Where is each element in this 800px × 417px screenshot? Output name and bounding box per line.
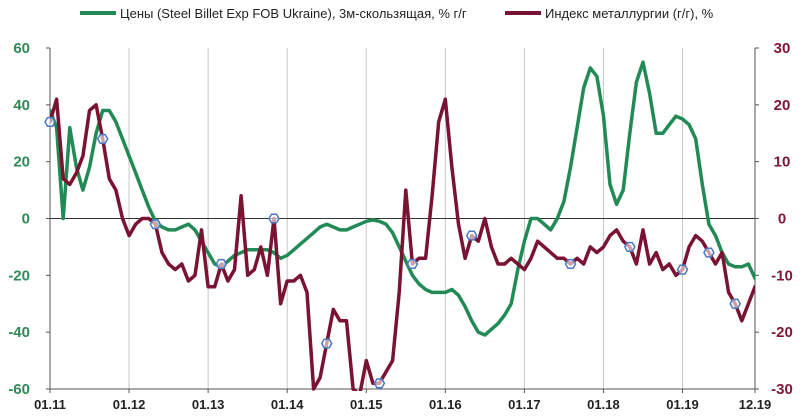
- left-tick-label: 40: [13, 97, 30, 114]
- right-tick-label: 0: [778, 211, 786, 228]
- right-tick-label: -30: [771, 381, 793, 398]
- left-tick-label: 60: [13, 40, 30, 57]
- right-tick-label: 10: [774, 154, 791, 171]
- x-tick-label: 01.15: [350, 397, 383, 412]
- data-point-marker: [96, 133, 109, 145]
- data-point-marker: [465, 230, 478, 241]
- data-point-marker: [373, 378, 386, 389]
- x-tick-label: 01.11: [34, 397, 66, 412]
- data-point-marker: [623, 241, 636, 252]
- left-tick-label: -20: [8, 267, 30, 284]
- data-point-marker: [215, 258, 228, 270]
- x-tick-label: 01.12: [113, 397, 146, 412]
- data-point-marker: [320, 338, 333, 349]
- left-tick-label: 20: [13, 154, 30, 171]
- left-tick-label: -60: [8, 381, 30, 398]
- data-point-marker: [44, 116, 56, 127]
- series-lines: [50, 60, 755, 391]
- legend-label-index: Индекс металлургии (г/г), %: [545, 6, 714, 21]
- x-tick-label: 01.18: [587, 397, 620, 412]
- x-tick-label: 01.16: [429, 397, 462, 412]
- right-tick-label: -20: [771, 324, 793, 341]
- data-point-marker: [676, 264, 689, 275]
- x-tick-label: 12.19: [739, 397, 772, 412]
- data-point-marker: [406, 258, 419, 270]
- right-tick-label: 20: [774, 97, 791, 114]
- x-tick-label: 01.17: [508, 397, 541, 412]
- right-tick-label: -10: [771, 267, 793, 284]
- highlight-markers: [44, 116, 742, 389]
- left-tick-label: 0: [22, 211, 30, 228]
- data-point-marker: [149, 219, 162, 230]
- right-tick-label: 30: [774, 40, 791, 57]
- x-tick-label: 01.14: [271, 397, 304, 412]
- left-tick-label: -40: [8, 324, 30, 341]
- x-tick-label: 01.19: [666, 397, 699, 412]
- legend-label-price: Цены (Steel Billet Exp FOB Ukraine), 3м-…: [120, 6, 467, 21]
- data-point-marker: [268, 213, 280, 224]
- series-line-price: [50, 60, 755, 337]
- tick-labels: 60 40 20 0 -20 -40 -60 30 20 10 0 -10 -20 -30 01.11 01.…: [8, 40, 793, 412]
- axes: [46, 47, 759, 393]
- x-tick-label: 01.13: [192, 397, 225, 412]
- data-point-marker: [564, 258, 577, 270]
- data-point-marker: [703, 247, 715, 258]
- series-line-index: [50, 97, 755, 391]
- legend: Цены (Steel Billet Exp FOB Ukraine), 3м-…: [80, 6, 714, 21]
- data-point-marker: [729, 298, 742, 309]
